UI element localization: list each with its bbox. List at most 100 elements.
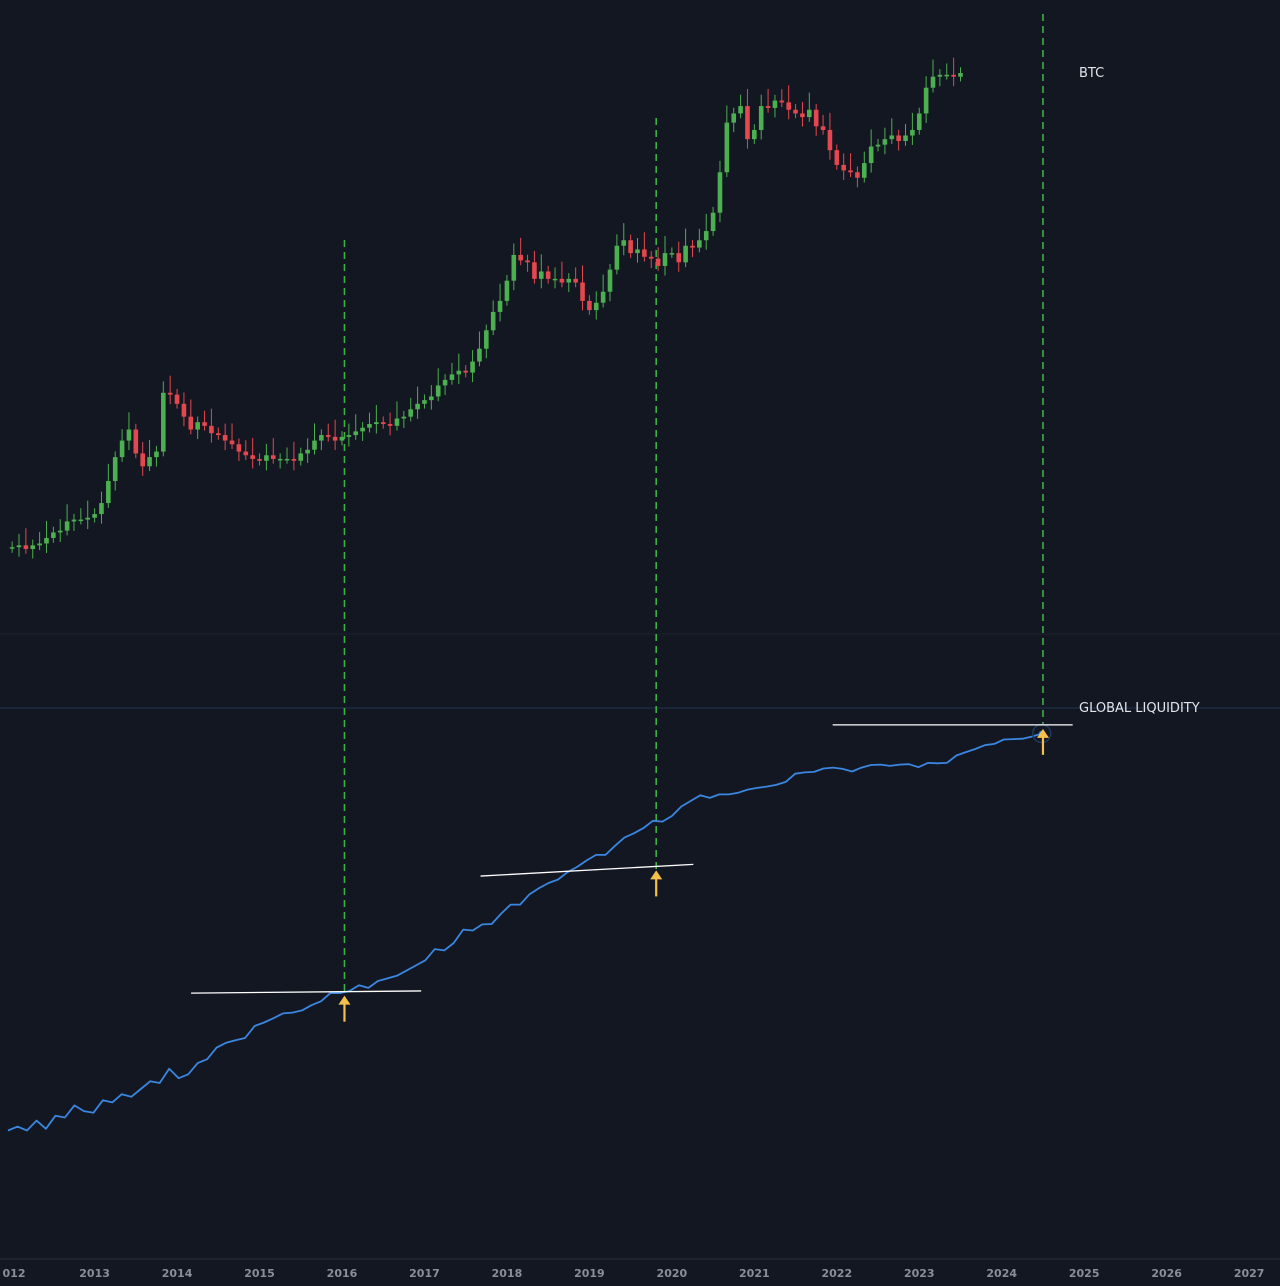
btc-candle xyxy=(305,449,310,454)
btc-candle xyxy=(841,164,846,171)
btc-candle xyxy=(944,74,950,77)
btc-candle xyxy=(99,503,104,515)
btc-candle xyxy=(813,109,819,127)
btc-candle xyxy=(697,240,702,248)
btc-candle xyxy=(429,396,434,401)
btc-candle xyxy=(807,109,812,118)
btc-candle xyxy=(16,545,22,548)
btc-candle xyxy=(30,545,36,549)
btc-candle xyxy=(195,422,200,430)
btc-candle xyxy=(951,74,956,77)
btc-candle xyxy=(394,418,400,426)
x-tick-label: 2021 xyxy=(739,1267,770,1280)
btc-candle xyxy=(614,245,620,270)
btc-candle xyxy=(202,422,207,426)
btc-candle xyxy=(525,260,530,263)
btc-candle xyxy=(717,172,723,213)
x-tick-label: 2027 xyxy=(1234,1267,1265,1280)
btc-candle xyxy=(126,429,132,441)
btc-candle xyxy=(380,422,386,425)
btc-candle xyxy=(92,514,97,518)
btc-candle xyxy=(236,444,242,452)
x-tick-label: 2018 xyxy=(492,1267,523,1280)
grid xyxy=(0,633,1280,1260)
btc-candle xyxy=(532,262,537,279)
btc-candle xyxy=(848,170,853,173)
btc-candle xyxy=(587,300,592,311)
btc-candle xyxy=(861,163,867,178)
btc-candle xyxy=(229,440,235,445)
x-tick-label: 2023 xyxy=(904,1267,935,1280)
btc-candle xyxy=(580,282,585,301)
x-tick-label: 2014 xyxy=(162,1267,193,1280)
btc-candle xyxy=(930,76,936,88)
btc-candle xyxy=(669,253,675,255)
btc-candle xyxy=(346,435,352,437)
btc-candle xyxy=(642,249,647,257)
x-tick-label: 2015 xyxy=(244,1267,275,1280)
breakout-arrow-head xyxy=(338,995,351,1005)
btc-candle xyxy=(889,135,895,140)
btc-candle xyxy=(772,100,778,108)
btc-candle xyxy=(449,374,455,380)
breakout-arrow xyxy=(338,995,351,1022)
btc-candle xyxy=(140,453,145,467)
btc-candle xyxy=(408,409,414,417)
btc-candle xyxy=(360,427,365,432)
resistance-line xyxy=(191,990,422,994)
btc-candle xyxy=(367,424,372,428)
btc-candle xyxy=(147,457,152,467)
x-tick-label: 2022 xyxy=(821,1267,852,1280)
btc-candle xyxy=(284,458,290,461)
btc-candle xyxy=(738,106,743,114)
btc-candle xyxy=(277,458,283,461)
btc-candle xyxy=(703,231,709,241)
btc-candle xyxy=(497,300,503,312)
btc-candle xyxy=(662,253,668,266)
btc-candle xyxy=(209,425,214,434)
btc-candle xyxy=(573,278,578,283)
btc-candle xyxy=(106,481,111,504)
btc-candle xyxy=(456,370,462,375)
btc-candle xyxy=(435,385,441,397)
btc-candle xyxy=(628,240,633,254)
btc-candle xyxy=(600,291,606,303)
btc-candle xyxy=(518,254,523,261)
btc-candle xyxy=(319,435,324,441)
btc-candle xyxy=(222,435,228,441)
btc-candle xyxy=(552,278,558,281)
btc-candle xyxy=(9,547,15,549)
vertical-markers xyxy=(343,14,1044,994)
btc-candle xyxy=(800,113,805,118)
btc-candle xyxy=(291,458,297,461)
btc-candle xyxy=(875,144,881,147)
btc-candle xyxy=(174,394,180,404)
btc-candle xyxy=(724,122,730,173)
x-tick-label: 012 xyxy=(3,1267,26,1280)
btc-candle xyxy=(683,245,688,263)
btc-candle xyxy=(655,258,661,266)
btc-candle xyxy=(85,517,91,520)
btc-candle xyxy=(566,278,572,283)
liquidity-series-label: GLOBAL LIQUIDITY xyxy=(1079,701,1200,716)
btc-candle xyxy=(57,530,63,533)
btc-candle xyxy=(112,457,118,481)
breakout-arrow xyxy=(1036,728,1049,755)
x-tick-label: 2020 xyxy=(657,1267,688,1280)
btc-candle xyxy=(752,129,757,140)
breakout-arrow-head xyxy=(1036,728,1049,738)
btc-candle xyxy=(676,253,682,263)
btc-candle xyxy=(312,440,317,450)
btc-candle xyxy=(181,403,187,417)
btc-candle xyxy=(545,271,551,279)
btc-candle xyxy=(154,451,159,458)
btc-candle xyxy=(958,73,963,77)
btc-candle xyxy=(511,254,517,281)
btc-candle xyxy=(779,100,785,103)
btc-candle xyxy=(257,458,262,461)
btc-candle xyxy=(834,150,840,165)
btc-candle xyxy=(690,245,695,248)
btc-candle xyxy=(332,436,338,441)
btc-candle xyxy=(621,240,627,246)
